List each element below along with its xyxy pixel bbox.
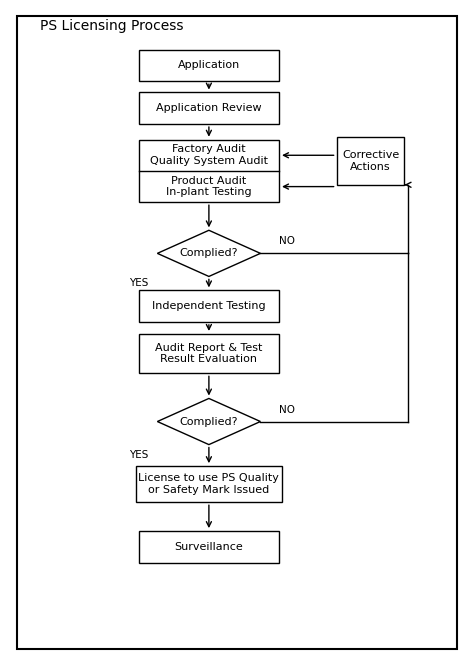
Text: Application: Application [178,61,240,70]
Text: Independent Testing: Independent Testing [152,301,266,311]
Polygon shape [157,398,260,445]
FancyBboxPatch shape [138,50,279,81]
FancyBboxPatch shape [137,466,282,502]
Text: Application Review: Application Review [156,103,262,113]
Text: NO: NO [279,237,295,247]
Text: PS Licensing Process: PS Licensing Process [40,19,184,33]
Text: Surveillance: Surveillance [174,542,243,552]
Text: NO: NO [279,405,295,415]
FancyBboxPatch shape [138,92,279,124]
Text: Complied?: Complied? [180,248,238,259]
Text: YES: YES [129,450,148,460]
Text: Corrective
Actions: Corrective Actions [342,150,399,172]
Text: YES: YES [129,279,148,289]
Text: License to use PS Quality
or Safety Mark Issued: License to use PS Quality or Safety Mark… [138,473,279,495]
Text: Complied?: Complied? [180,416,238,426]
FancyBboxPatch shape [138,140,279,202]
FancyBboxPatch shape [17,16,457,649]
Text: Factory Audit
Quality System Audit: Factory Audit Quality System Audit [150,144,268,166]
Text: Audit Report & Test
Result Evaluation: Audit Report & Test Result Evaluation [155,342,263,364]
FancyBboxPatch shape [337,137,404,185]
Text: Product Audit
In-plant Testing: Product Audit In-plant Testing [166,176,252,198]
FancyBboxPatch shape [138,334,279,373]
FancyBboxPatch shape [138,291,279,322]
Polygon shape [157,230,260,277]
FancyBboxPatch shape [138,531,279,563]
